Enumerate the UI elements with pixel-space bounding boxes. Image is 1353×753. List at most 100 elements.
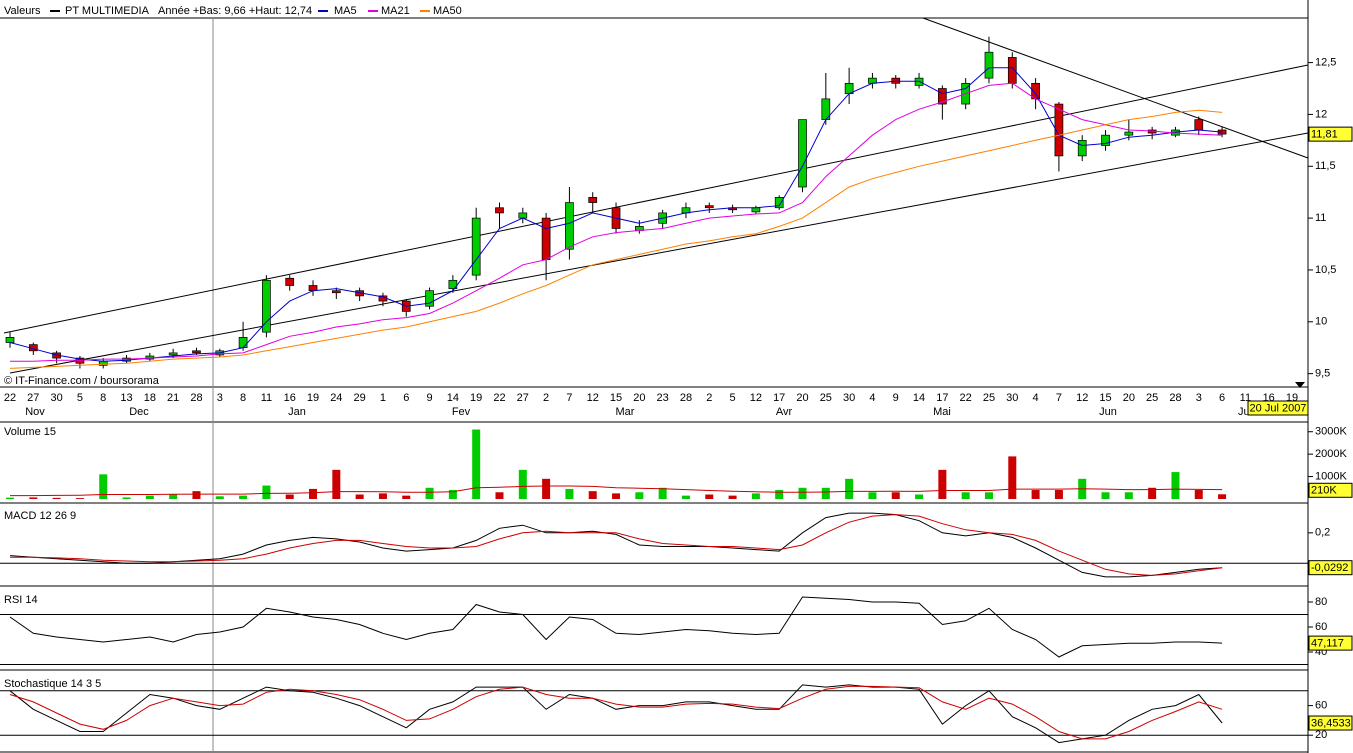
candle-body — [5, 336, 15, 343]
x-tick-label: 27 — [27, 392, 39, 404]
volume-bar — [518, 469, 527, 499]
volume-bar — [1031, 490, 1040, 499]
volume-bar — [1194, 490, 1203, 499]
volume-bar — [751, 493, 760, 499]
volume-bar — [169, 494, 178, 499]
last-value-box — [1308, 126, 1353, 142]
last-value-label: 36,4533 — [1311, 717, 1351, 729]
x-tick-label: 30 — [50, 392, 62, 404]
volume-bar — [658, 487, 667, 499]
candle-body — [914, 77, 924, 86]
legend-label: MA21 — [381, 5, 410, 17]
volume-bar — [612, 493, 621, 499]
x-tick-label: 5 — [730, 392, 736, 404]
volume-bar — [6, 497, 14, 499]
volume-bar — [1171, 472, 1180, 499]
y-tick-label: 60 — [1315, 700, 1327, 712]
candle-body — [938, 88, 947, 105]
x-tick-label: 17 — [936, 392, 948, 404]
volume-bar — [75, 498, 84, 499]
candle-body — [798, 119, 807, 188]
x-tick-label: 25 — [820, 392, 832, 404]
date: 20 Jul 2007 — [1250, 402, 1307, 414]
volume-bar — [681, 495, 690, 499]
x-tick-label: 22 — [960, 392, 972, 404]
x-tick-label: 29 — [354, 392, 366, 404]
x-tick-label: 21 — [167, 392, 179, 404]
x-tick-label: 14 — [913, 392, 925, 404]
volume-bar — [1124, 492, 1133, 499]
legend-label: MA50 — [433, 5, 462, 17]
y-tick-label: 60 — [1315, 621, 1327, 633]
y-tick-label: 2000K — [1315, 448, 1347, 460]
candle-body — [565, 202, 574, 250]
volume-bar — [448, 490, 457, 499]
candle-body — [984, 51, 994, 79]
x-tick-label: 24 — [330, 392, 342, 404]
header-subtitle: Année +Bas: 9,66 +Haut: 12,74 — [158, 5, 312, 17]
x-tick-label: 28 — [680, 392, 692, 404]
volume-bar — [122, 497, 131, 499]
candle-body — [425, 290, 434, 307]
x-tick-label: 4 — [1033, 392, 1039, 404]
ma-line — [10, 82, 1223, 362]
x-tick-label: 18 — [144, 392, 156, 404]
volume-bar — [29, 497, 38, 499]
volume-bar — [472, 429, 481, 499]
month-label: Jan — [288, 406, 306, 418]
last-value-box — [1308, 482, 1353, 498]
volume-bar — [635, 492, 644, 499]
volume-bar — [961, 492, 970, 499]
candle-body — [192, 350, 201, 354]
y-tick-label: 20 — [1315, 729, 1327, 741]
panel-title: Stochastique 14 3 5 — [4, 678, 101, 690]
y-tick-label: 11,5 — [1315, 160, 1336, 172]
date-box — [1247, 400, 1309, 416]
volume-bar — [309, 488, 318, 499]
trend-line — [922, 17, 1309, 159]
indicator-line — [9, 685, 1223, 740]
candle-body — [331, 290, 341, 294]
candle-body — [448, 279, 458, 289]
header-label: Valeurs — [4, 5, 41, 17]
x-tick-label: 2 — [543, 392, 549, 404]
y-tick-label: 9,5 — [1315, 368, 1330, 380]
x-tick-label: 11 — [261, 392, 272, 404]
volume-bar — [1148, 487, 1157, 499]
indicator-line — [9, 512, 1223, 578]
last-value-box — [1308, 560, 1353, 576]
volume-bar — [52, 497, 61, 499]
volume-bar — [728, 495, 737, 499]
candle-body — [1194, 119, 1204, 131]
x-tick-label: 8 — [240, 392, 246, 404]
volume-bar — [495, 492, 504, 499]
credit: © IT-Finance.com / boursorama — [4, 375, 160, 387]
x-tick-label: 6 — [1219, 392, 1225, 404]
volume-bar — [821, 487, 830, 499]
x-tick-label: 3 — [1196, 392, 1202, 404]
ma-line — [9, 109, 1223, 369]
last-value-label: 210K — [1311, 485, 1337, 497]
y-tick-label: 0,2 — [1315, 527, 1330, 539]
volume-bar — [891, 492, 900, 499]
panel-title: RSI 14 — [4, 594, 38, 606]
trend-line — [3, 64, 1309, 334]
last-value-box — [1308, 715, 1353, 731]
volume-bar — [1218, 494, 1227, 499]
x-tick-label: 17 — [773, 392, 785, 404]
y-tick-label: 11 — [1315, 212, 1326, 224]
volume-bar — [215, 496, 224, 499]
x-tick-label: 28 — [190, 392, 202, 404]
volume-average — [10, 485, 1223, 497]
x-tick-label: 20 — [796, 392, 808, 404]
month-label: Nov — [25, 406, 45, 418]
candle-body — [518, 212, 528, 219]
volume-bar — [1054, 490, 1063, 499]
candle-body — [471, 217, 481, 276]
trend-line — [9, 132, 1309, 374]
volume-bar — [915, 494, 924, 499]
x-tick-label: 12 — [587, 392, 599, 404]
y-tick-label: 12 — [1315, 108, 1327, 120]
volume-bar — [239, 495, 248, 499]
y-tick-label: 10,5 — [1315, 264, 1336, 276]
